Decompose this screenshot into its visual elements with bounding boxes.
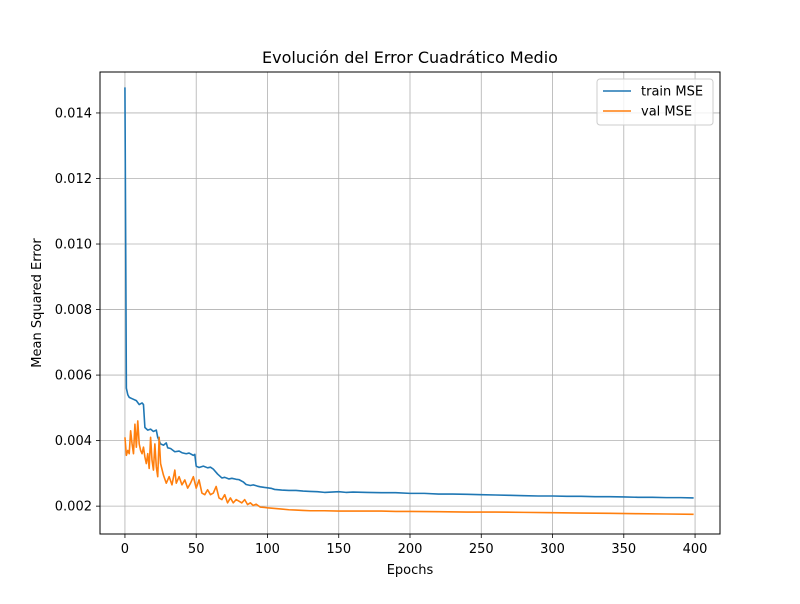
x-tick-label: 250 xyxy=(469,542,494,557)
axis-ticks: 0 50 100 150 200 250 300 350 400 0.002 0.004 0.006 0… xyxy=(55,106,708,557)
x-tick-label: 100 xyxy=(255,542,280,557)
x-axis-label: Epochs xyxy=(387,563,434,578)
y-tick-label: 0.012 xyxy=(55,172,92,187)
y-tick-label: 0.014 xyxy=(55,106,92,121)
x-tick-label: 150 xyxy=(326,542,351,557)
legend-label-0: train MSE xyxy=(641,85,703,100)
x-tick-label: 50 xyxy=(188,542,205,557)
x-tick-label: 300 xyxy=(540,542,565,557)
y-tick-label: 0.010 xyxy=(55,238,92,253)
chart-title: Evolución del Error Cuadrático Medio xyxy=(262,48,558,67)
series-line-0 xyxy=(124,87,694,499)
y-tick-label: 0.006 xyxy=(55,369,92,384)
y-tick-label: 0.004 xyxy=(55,434,92,449)
x-tick-label: 400 xyxy=(683,542,708,557)
legend: train MSE val MSE xyxy=(596,78,714,126)
series-line-1 xyxy=(124,420,694,516)
y-tick-label: 0.008 xyxy=(55,303,92,318)
x-tick-label: 0 xyxy=(121,542,129,557)
x-tick-label: 350 xyxy=(611,542,636,557)
series-lines xyxy=(124,87,694,516)
x-tick-label: 200 xyxy=(398,542,423,557)
y-axis-label: Mean Squared Error xyxy=(30,238,45,368)
y-tick-label: 0.002 xyxy=(55,500,92,515)
legend-label-1: val MSE xyxy=(641,105,692,120)
